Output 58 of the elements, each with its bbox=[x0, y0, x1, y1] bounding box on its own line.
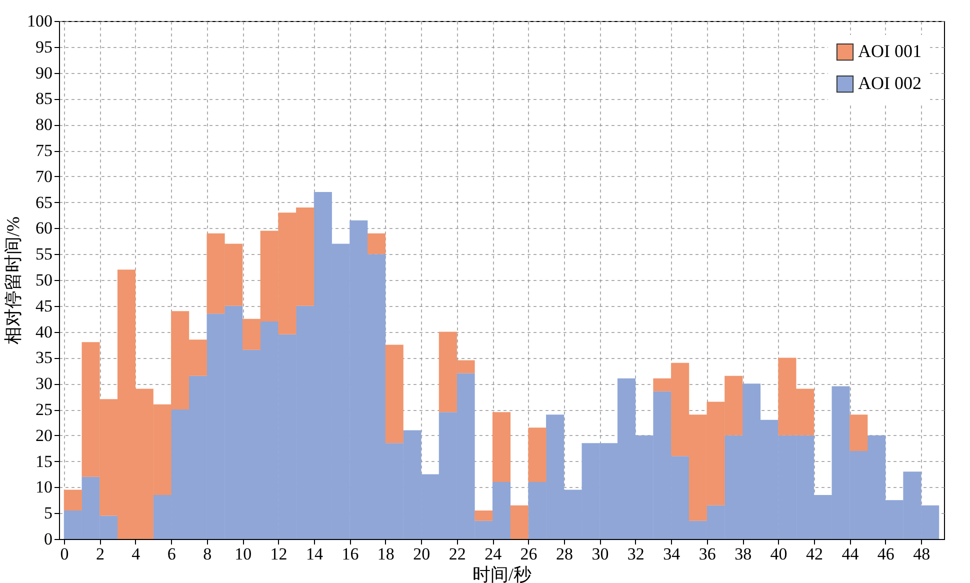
x-tick-label: 0 bbox=[60, 544, 69, 564]
x-tick-label: 32 bbox=[627, 544, 644, 564]
x-tick-label: 10 bbox=[234, 544, 252, 564]
y-tick-label: 15 bbox=[36, 452, 52, 471]
y-tick-label: 80 bbox=[36, 115, 52, 134]
x-tick-label: 6 bbox=[167, 544, 176, 564]
y-tick-label: 70 bbox=[36, 166, 52, 186]
x-tick-label: 4 bbox=[132, 544, 141, 564]
y-tick-label: 95 bbox=[36, 37, 52, 56]
x-tick-label: 44 bbox=[842, 544, 860, 564]
y-tick-label: 90 bbox=[36, 63, 52, 82]
legend-label: AOI 001 bbox=[858, 41, 922, 61]
bar bbox=[850, 414, 868, 451]
y-tick-label: 30 bbox=[36, 374, 52, 394]
y-tick-label: 100 bbox=[27, 12, 52, 30]
y-tick-label: 40 bbox=[36, 322, 52, 342]
y-tick-label: 35 bbox=[36, 348, 52, 368]
y-tick-label: 10 bbox=[36, 478, 52, 497]
x-tick-label: 20 bbox=[413, 544, 430, 564]
bar bbox=[474, 510, 493, 521]
x-tick-label: 48 bbox=[913, 544, 930, 564]
y-tick-label: 5 bbox=[44, 504, 52, 523]
x-tick-label: 22 bbox=[448, 544, 466, 564]
y-tick-label: 25 bbox=[36, 400, 52, 419]
bar bbox=[510, 505, 528, 539]
x-tick-label: 26 bbox=[520, 544, 538, 564]
x-tick-label: 30 bbox=[592, 544, 609, 564]
bar bbox=[492, 412, 511, 482]
x-tick-label: 18 bbox=[377, 544, 394, 564]
x-tick-label: 42 bbox=[806, 544, 823, 564]
x-tick-label: 38 bbox=[734, 544, 752, 564]
x-tick-label: 40 bbox=[770, 544, 788, 564]
y-tick-label: 45 bbox=[36, 296, 52, 316]
y-tick-label: 20 bbox=[36, 426, 52, 445]
x-tick-label: 46 bbox=[877, 544, 894, 564]
y-axis-title: 相对停留时间/% bbox=[3, 216, 23, 344]
bar bbox=[528, 428, 546, 482]
bar bbox=[64, 490, 82, 511]
y-tick-label: 65 bbox=[36, 192, 52, 212]
x-tick-label: 8 bbox=[203, 544, 212, 564]
x-tick-label: 16 bbox=[342, 544, 359, 564]
bar bbox=[385, 344, 404, 444]
legend-label: AOI 002 bbox=[858, 73, 922, 93]
x-tick-label: 14 bbox=[306, 544, 324, 564]
x-tick-label: 28 bbox=[556, 544, 573, 564]
bar bbox=[367, 233, 386, 254]
x-tick-label: 36 bbox=[698, 544, 716, 564]
x-tick-label: 12 bbox=[270, 544, 288, 564]
y-tick-label: 60 bbox=[36, 218, 52, 238]
y-tick-label: 50 bbox=[36, 270, 52, 290]
y-tick-label: 75 bbox=[36, 141, 52, 160]
x-tick-label: 2 bbox=[96, 544, 104, 564]
x-tick-label: 34 bbox=[663, 544, 681, 564]
y-tick-label: 55 bbox=[36, 244, 52, 264]
x-tick-label: 24 bbox=[484, 544, 502, 564]
x-axis-title: 时间/秒 bbox=[472, 564, 532, 583]
y-tick-label: 0 bbox=[44, 530, 52, 548]
y-tick-label: 85 bbox=[36, 89, 52, 108]
